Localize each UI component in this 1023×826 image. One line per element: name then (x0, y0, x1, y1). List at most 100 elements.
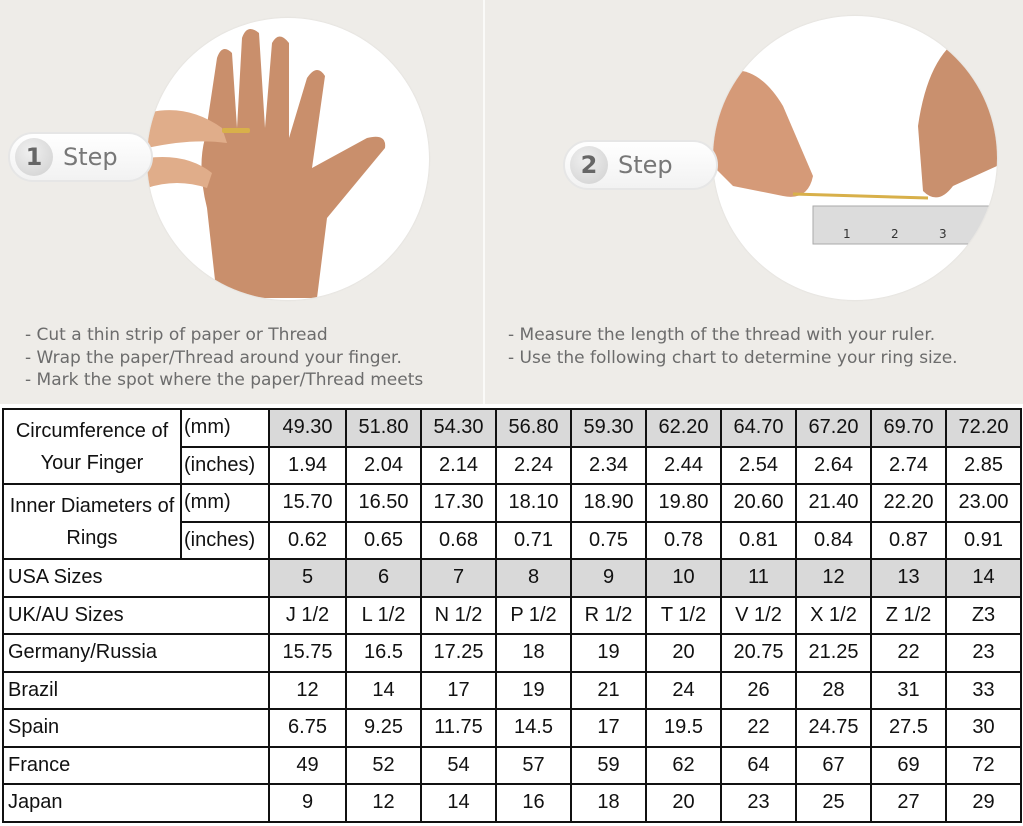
table-row: Germany/Russia 15.75 16.5 17.25 18 19 20 20.75 2… (2, 633, 1022, 673)
size-cell: 13 (870, 558, 947, 598)
size-cell: 24.75 (795, 708, 872, 748)
size-cell: 2.85 (945, 445, 1022, 485)
size-cell: 59 (570, 745, 647, 785)
size-cell: 2.54 (720, 445, 797, 485)
size-cell: 14.5 (495, 708, 572, 748)
size-cell: 21.40 (795, 483, 872, 523)
step-1-badge: 1 Step (8, 132, 153, 182)
size-cell: 54 (420, 745, 497, 785)
size-cell: 7 (420, 558, 497, 598)
ruler-mark: 2 (891, 227, 899, 241)
row-label: UK/AU Sizes (2, 595, 270, 635)
size-cell: 62.20 (645, 408, 722, 448)
size-cell: 52 (345, 745, 422, 785)
row-label: Japan (2, 783, 270, 823)
instruction-line: - Wrap the paper/Thread around your fing… (25, 347, 402, 368)
row-group-label: Inner Diameters of Rings (2, 483, 182, 560)
table-row: (inches) 1.94 2.04 2.14 2.24 2.34 2.44 2.54 2.64… (3, 445, 1022, 485)
size-cell: 2.04 (345, 445, 422, 485)
step-1-number: 1 (15, 138, 53, 176)
size-cell: 2.14 (420, 445, 497, 485)
size-cell: 23 (720, 783, 797, 823)
size-cell: 0.78 (645, 520, 722, 560)
size-cell: 18.90 (570, 483, 647, 523)
size-cell: 24 (645, 670, 722, 710)
size-cell: 19.80 (645, 483, 722, 523)
size-cell: 51.80 (345, 408, 422, 448)
hand-measuring-image (147, 18, 429, 300)
size-cell: 26 (720, 670, 797, 710)
size-cell: 16.50 (345, 483, 422, 523)
size-cell: 12 (268, 670, 347, 710)
ruler-mark: 1 (843, 227, 851, 241)
size-cell: 54.30 (420, 408, 497, 448)
table-row: (inches) 0.62 0.65 0.68 0.71 0.75 0.78 0.81 0.84… (3, 520, 1022, 560)
size-cell: 2.74 (870, 445, 947, 485)
size-cell: 12 (345, 783, 422, 823)
size-cell: 31 (870, 670, 947, 710)
table-row: France 49 52 54 57 59 62 64 67 69 72 (2, 745, 1022, 785)
size-cell: 0.62 (268, 520, 347, 560)
size-cell: 28 (795, 670, 872, 710)
size-cell: N 1/2 (420, 595, 497, 635)
size-cell: 20.60 (720, 483, 797, 523)
size-cell: 62 (645, 745, 722, 785)
size-cell: Z 1/2 (870, 595, 947, 635)
hand-icon (147, 29, 386, 298)
size-cell: Z3 (945, 595, 1022, 635)
row-label: USA Sizes (2, 558, 270, 598)
size-cell: 17 (570, 708, 647, 748)
step-2-label: Step (618, 151, 673, 179)
panel-divider (483, 0, 485, 404)
size-cell: 19.5 (645, 708, 722, 748)
size-cell: J 1/2 (268, 595, 347, 635)
size-cell: 29 (945, 783, 1022, 823)
step-1-label: Step (63, 143, 118, 171)
table-row: Inner Diameters of Rings (mm) 15.70 16.50 17… (2, 483, 1022, 560)
size-cell: 20.75 (720, 633, 797, 673)
unit-label: (inches) (180, 520, 270, 560)
size-cell: 0.71 (495, 520, 572, 560)
size-cell: 67.20 (795, 408, 872, 448)
size-cell: 9 (570, 558, 647, 598)
size-cell: 9 (268, 783, 347, 823)
size-cell: 23 (945, 633, 1022, 673)
size-cell: 8 (495, 558, 572, 598)
unit-label: (inches) (180, 445, 270, 485)
size-cell: 18 (495, 633, 572, 673)
size-cell: 2.44 (645, 445, 722, 485)
size-cell: 64.70 (720, 408, 797, 448)
table-row: Circumference of Your Finger (mm) 49.30 51.… (2, 408, 1022, 485)
size-cell: 6.75 (268, 708, 347, 748)
size-cell: T 1/2 (645, 595, 722, 635)
size-cell: P 1/2 (495, 595, 572, 635)
size-cell: 22 (870, 633, 947, 673)
table-row: Brazil 12 14 17 19 21 24 26 28 31 33 (2, 670, 1022, 710)
ruler-icon: 1 2 3 (713, 36, 997, 245)
step-1-instructions: - Cut a thin strip of paper or Thread - … (25, 324, 423, 392)
size-cell: 12 (795, 558, 872, 598)
row-label: Brazil (2, 670, 270, 710)
step-2-instructions: - Measure the length of the thread with … (508, 324, 958, 369)
size-cell: 14 (345, 670, 422, 710)
unit-label: (mm) (180, 408, 270, 448)
size-cell: 0.84 (795, 520, 872, 560)
table-row: Japan 9 12 14 16 18 20 23 25 27 29 (2, 783, 1022, 823)
size-cell: 15.75 (268, 633, 347, 673)
size-cell: 21.25 (795, 633, 872, 673)
size-cell: 22.20 (870, 483, 947, 523)
size-cell: 6 (345, 558, 422, 598)
size-cell: 11 (720, 558, 797, 598)
size-cell: 23.00 (945, 483, 1022, 523)
size-cell: 0.68 (420, 520, 497, 560)
size-cell: 69.70 (870, 408, 947, 448)
size-cell: 72 (945, 745, 1022, 785)
size-cell: R 1/2 (570, 595, 647, 635)
step-2-badge: 2 Step (563, 140, 718, 190)
size-cell: 17.25 (420, 633, 497, 673)
size-cell: V 1/2 (720, 595, 797, 635)
size-cell: 49.30 (268, 408, 347, 448)
table-row: USA Sizes 5 6 7 8 9 10 11 12 13 14 (2, 558, 1022, 598)
size-cell: 2.64 (795, 445, 872, 485)
size-cell: 0.91 (945, 520, 1022, 560)
